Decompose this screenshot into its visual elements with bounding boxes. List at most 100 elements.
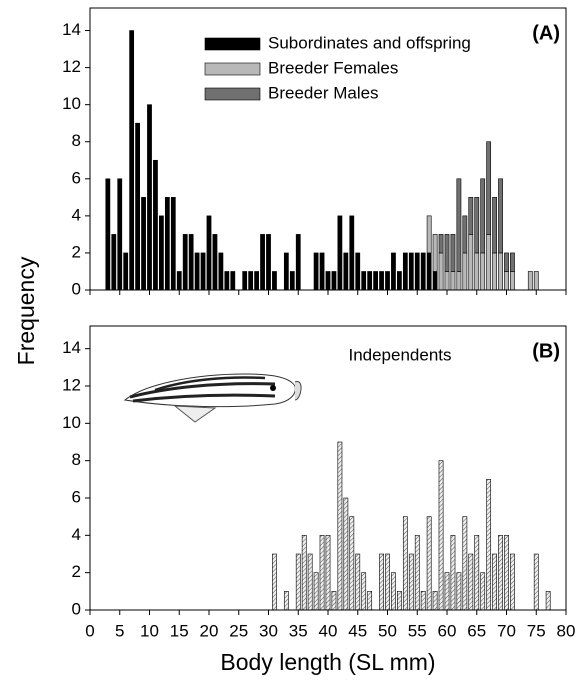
bar bbox=[414, 252, 420, 291]
bar bbox=[486, 479, 492, 611]
bar bbox=[295, 553, 301, 611]
bar bbox=[379, 553, 384, 611]
y-tick-label: 10 bbox=[62, 413, 81, 432]
bar bbox=[432, 271, 438, 291]
bar bbox=[510, 271, 515, 291]
bar bbox=[272, 553, 277, 611]
y-tick-label: 14 bbox=[62, 20, 81, 39]
bar bbox=[462, 252, 468, 291]
bar bbox=[486, 141, 492, 235]
x-tick-label: 40 bbox=[319, 621, 338, 640]
x-tick-label: 65 bbox=[467, 621, 486, 640]
x-tick-label: 5 bbox=[115, 621, 124, 640]
x-tick-label: 0 bbox=[85, 621, 94, 640]
bar bbox=[289, 271, 295, 291]
legend-label: Subordinates and offspring bbox=[268, 33, 471, 52]
bar bbox=[367, 591, 373, 611]
x-tick-label: 25 bbox=[229, 621, 248, 640]
bar bbox=[492, 197, 497, 254]
bar bbox=[462, 215, 468, 254]
bar bbox=[426, 215, 432, 254]
bar bbox=[385, 553, 390, 611]
bar bbox=[391, 572, 396, 611]
bar bbox=[397, 271, 402, 291]
bar bbox=[480, 178, 486, 254]
bar bbox=[450, 234, 456, 272]
bar bbox=[349, 215, 355, 291]
y-tick-label: 12 bbox=[62, 57, 81, 76]
bar bbox=[432, 234, 438, 272]
bar bbox=[408, 252, 414, 291]
bar bbox=[117, 178, 123, 291]
bar bbox=[456, 178, 462, 272]
bar bbox=[492, 553, 497, 611]
bar bbox=[313, 572, 319, 611]
y-tick-label: 4 bbox=[72, 205, 81, 224]
bar bbox=[510, 252, 515, 272]
bar bbox=[468, 197, 474, 235]
bar bbox=[408, 553, 414, 611]
plot-frame bbox=[89, 7, 567, 291]
bar bbox=[343, 252, 349, 291]
bar bbox=[397, 591, 402, 611]
bar bbox=[414, 535, 420, 611]
bar bbox=[480, 572, 486, 611]
bar bbox=[510, 553, 515, 611]
bar bbox=[468, 234, 474, 291]
bar bbox=[527, 271, 533, 291]
bar bbox=[307, 553, 313, 611]
bar bbox=[450, 271, 456, 291]
bar bbox=[319, 252, 325, 291]
bar bbox=[129, 30, 135, 291]
legend-label: Breeder Females bbox=[268, 58, 398, 77]
y-tick-label: 8 bbox=[72, 131, 81, 150]
bar bbox=[218, 252, 224, 291]
bar bbox=[248, 271, 254, 291]
bar bbox=[325, 535, 331, 611]
bar bbox=[212, 234, 218, 291]
legend-label: Breeder Males bbox=[268, 83, 379, 102]
x-tick-label: 70 bbox=[497, 621, 516, 640]
x-tick-label: 60 bbox=[438, 621, 457, 640]
bar bbox=[182, 234, 188, 291]
bar bbox=[456, 271, 462, 291]
bar bbox=[206, 215, 212, 291]
bar bbox=[533, 271, 539, 291]
bar bbox=[379, 271, 384, 291]
legend-swatch bbox=[204, 87, 261, 101]
bar bbox=[176, 271, 182, 291]
bar bbox=[486, 234, 492, 291]
panel-label: (A) bbox=[532, 22, 560, 44]
bar bbox=[194, 252, 200, 291]
x-tick-label: 55 bbox=[408, 621, 427, 640]
bar bbox=[402, 252, 408, 291]
bar bbox=[498, 535, 503, 611]
x-tick-label: 45 bbox=[348, 621, 367, 640]
bar bbox=[504, 252, 509, 272]
x-tick-label: 10 bbox=[140, 621, 159, 640]
bar bbox=[331, 271, 337, 291]
bar bbox=[283, 591, 289, 611]
y-tick-label: 8 bbox=[72, 450, 81, 469]
bar bbox=[391, 252, 396, 291]
bar bbox=[188, 234, 194, 291]
bar bbox=[355, 553, 361, 611]
bar bbox=[123, 252, 129, 291]
bar bbox=[498, 252, 503, 291]
x-axis-label: Body length (SL mm) bbox=[220, 649, 435, 675]
bar bbox=[272, 271, 277, 291]
bar bbox=[432, 591, 438, 611]
bar bbox=[361, 271, 367, 291]
bar bbox=[367, 271, 373, 291]
bar bbox=[426, 252, 432, 291]
bar bbox=[438, 460, 444, 611]
y-tick-label: 12 bbox=[62, 375, 81, 394]
bar bbox=[438, 234, 444, 254]
bar bbox=[111, 234, 117, 291]
bar bbox=[159, 215, 164, 291]
bar bbox=[533, 553, 539, 611]
y-tick-label: 2 bbox=[72, 562, 81, 581]
bar bbox=[474, 252, 480, 291]
